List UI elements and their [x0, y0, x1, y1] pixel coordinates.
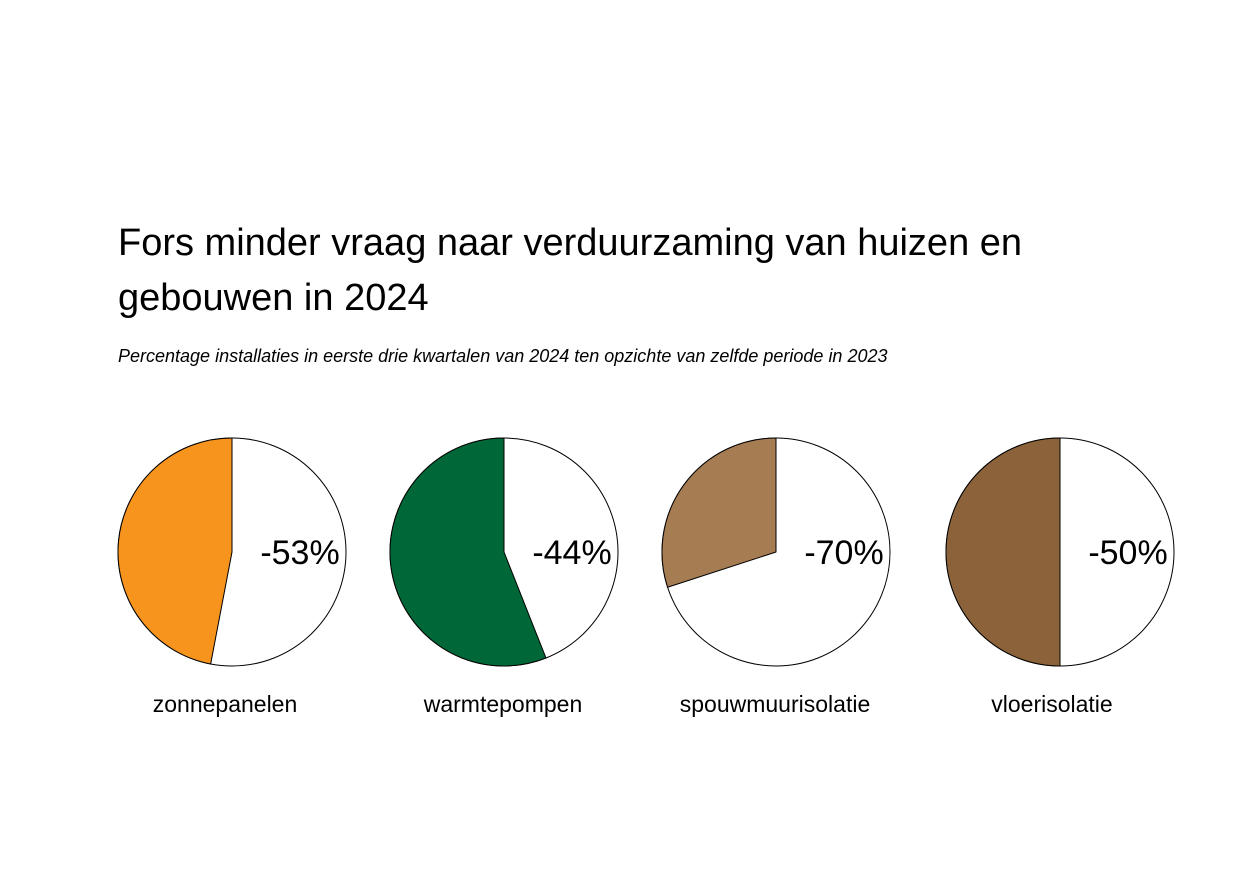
pie-warmtepompen-category-label: warmtepompen — [423, 691, 583, 717]
pie-spouwmuurisolatie-slice — [661, 437, 777, 588]
pie-warmtepompen-slice — [389, 437, 547, 667]
pie-zonnepanelen-value-label: -53% — [260, 534, 339, 572]
pie-spouwmuurisolatie-value-label: -70% — [804, 534, 883, 572]
pie-vloerisolatie-category-label: vloerisolatie — [991, 691, 1112, 717]
pie-zonnepanelen-category-label: zonnepanelen — [153, 691, 298, 717]
pie-spouwmuurisolatie-category-label: spouwmuurisolatie — [680, 691, 870, 717]
chart-subtitle: Percentage installaties in eerste drie k… — [118, 346, 888, 366]
pie-zonnepanelen-slice — [117, 437, 233, 665]
pie-vloerisolatie-slice — [945, 437, 1061, 667]
chart-title: Fors minder vraag naar verduurzaming van… — [118, 222, 1023, 319]
pie-warmtepompen-value-label: -44% — [532, 534, 611, 572]
pie-vloerisolatie-value-label: -50% — [1088, 534, 1167, 572]
